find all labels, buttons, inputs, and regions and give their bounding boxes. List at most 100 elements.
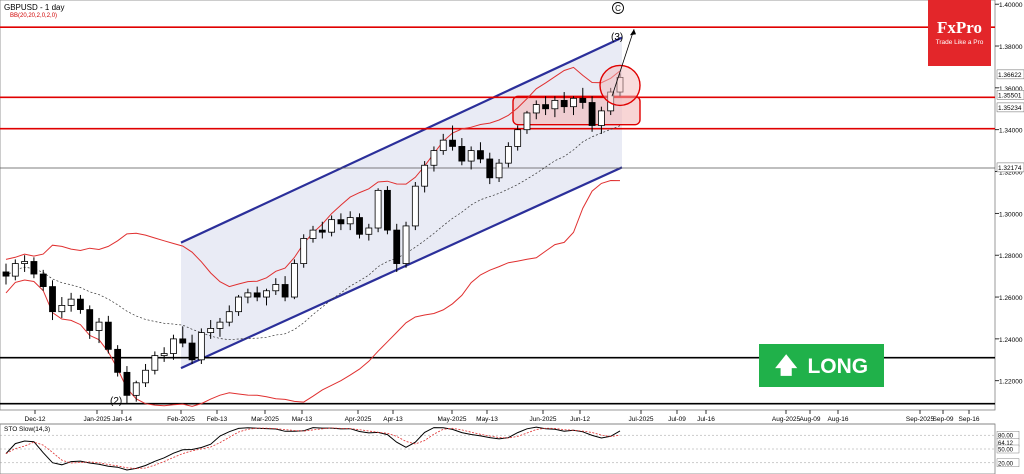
candle-body [235,296,242,313]
candle-body [244,292,252,298]
wave-label: C [615,4,621,13]
x-tick-label: May-13 [476,416,498,423]
oscillator-tick-label: 20.00 [998,461,1014,467]
candle-body [263,290,270,298]
x-tick-label: Apr-13 [383,416,403,423]
candle-body [449,139,456,147]
price-label: 1.35501 [998,92,1022,99]
x-tick-label: Jul-16 [697,416,715,423]
candle-body [328,219,336,233]
candle-body [597,110,605,126]
candle-body [151,355,159,371]
candle-body [551,100,559,110]
candle-body [77,298,84,310]
candle-body [132,382,140,396]
wave-label: (3) [611,32,623,43]
long-signal-badge: 🡅 LONG [759,344,884,387]
candle-body [439,139,447,152]
candle-body [523,112,531,131]
candle-body [49,286,56,313]
candle-body [216,321,224,329]
y-tick-label: 1.24000 [999,337,1023,344]
x-tick-label: Sep-16 [959,416,980,423]
candle-body [11,263,19,277]
y-tick-label: 1.28000 [999,253,1023,260]
candle-body [104,321,112,350]
candle-body [477,150,484,160]
candle-body [253,292,261,298]
x-tick-label: Aug-09 [800,416,821,423]
candle-body [467,150,475,162]
candle-body [318,229,326,233]
candle-body [337,219,345,225]
x-tick-label: Aug-2025 [772,416,801,423]
candle-body [160,353,168,357]
candle-body [86,309,94,331]
candle-body [95,321,103,331]
candle-body [384,189,391,231]
x-tick-label: Feb-13 [207,416,228,423]
x-tick-label: Jun-2025 [529,416,556,423]
channel-fill [181,37,622,369]
x-tick-label: Jan-14 [112,416,132,423]
candle-body [356,217,363,235]
x-tick-label: Jul-09 [668,416,686,423]
x-tick-label: Mar-13 [292,416,313,423]
x-tick-label: Jul-2025 [629,416,654,423]
x-tick-label: Dec-12 [25,416,46,423]
candle-body [207,328,215,334]
candle-body [114,348,122,373]
candle-body [495,162,503,179]
oscillator-panel-frame [0,423,996,474]
stochastic-d-line [5,427,621,469]
candle-body [39,273,47,287]
x-tick-label: Sep-09 [933,416,954,423]
oscillator-label: STO Slow(14,3) [4,426,51,433]
y-tick-label: 1.40000 [999,2,1023,9]
candle-body [486,158,494,179]
candle-body [309,229,317,239]
y-tick-label: 1.36000 [999,86,1023,93]
indicator-label: BB(20,20,2,0,2,0) [10,13,58,19]
x-tick-label: Mar-2025 [251,416,279,423]
y-tick-label: 1.38000 [999,44,1023,51]
candle-body [504,146,512,164]
wave-label: (2) [110,396,122,407]
y-tick-label: 1.30000 [999,211,1023,218]
oscillator-tick-box [996,444,1020,454]
candle-body [532,104,540,114]
x-tick-label: Aug-16 [828,416,849,423]
candle-body [402,225,410,264]
y-tick-label: 1.34000 [999,128,1023,135]
candle-body [300,238,308,264]
candle-body [570,97,577,108]
channel-lower-line [180,166,623,370]
candle-body [142,369,149,384]
projection-arrow-line [611,29,635,97]
candle-body [225,311,233,323]
candle-body [393,229,401,264]
candle-body [58,305,66,313]
long-signal-label: LONG [807,355,869,378]
candle-body [197,332,205,361]
candle-body [579,97,587,103]
x-tick-label: Sep-2025 [906,416,935,423]
channel-upper-line [180,36,623,244]
candle-body [346,217,354,225]
projection-arrow-head [630,29,636,36]
candle-body [2,271,10,277]
price-label: 1.35234 [998,105,1022,112]
x-tick-label: Jan-2025 [83,416,110,423]
candle-body [67,298,75,306]
oscillator-tick-label: 80.00 [998,434,1014,440]
price-label: 1.36622 [998,72,1022,79]
candle-body [179,338,187,344]
target-circle [599,64,641,107]
candle-body [542,104,549,110]
candle-body [430,150,438,166]
candle-body [411,185,419,227]
candle-body [560,100,568,108]
oscillator-tick-box [996,458,1020,467]
